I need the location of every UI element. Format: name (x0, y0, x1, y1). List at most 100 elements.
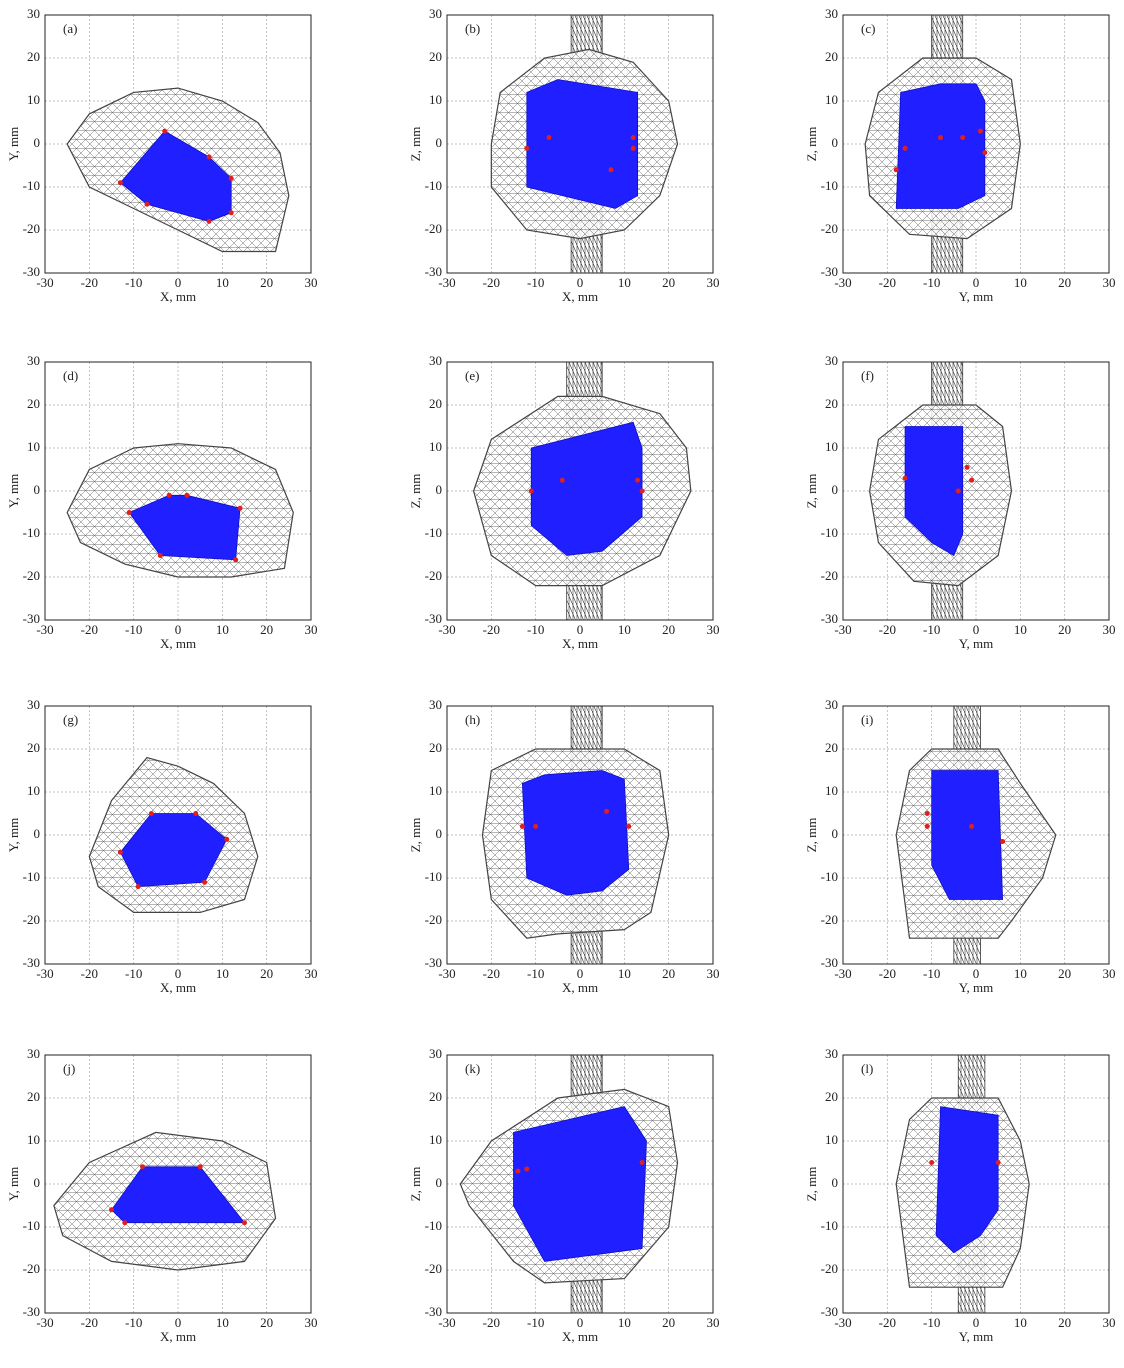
y-tick-label: 20 (429, 49, 442, 64)
point (631, 135, 636, 140)
x-tick-label: 30 (707, 622, 720, 637)
x-tick-label: -20 (81, 622, 98, 637)
x-tick-label: -20 (81, 966, 98, 981)
x-axis-label: Y, mm (959, 980, 993, 995)
y-tick-label: 30 (429, 1046, 442, 1061)
panel-label: (l) (861, 1061, 873, 1076)
y-tick-label: 20 (27, 396, 40, 411)
x-tick-label: 30 (305, 966, 318, 981)
y-tick-label: -10 (23, 869, 40, 884)
point (202, 880, 207, 885)
y-tick-label: 10 (27, 783, 40, 798)
y-tick-label: -30 (23, 611, 40, 626)
y-tick-label: -10 (425, 525, 442, 540)
point (925, 811, 930, 816)
cross-section (527, 80, 638, 209)
x-tick-label: 20 (662, 275, 675, 290)
point (956, 489, 961, 494)
x-tick-label: -10 (125, 966, 142, 981)
y-tick-label: 30 (429, 697, 442, 712)
x-tick-label: 10 (216, 966, 229, 981)
x-tick-label: -20 (879, 966, 896, 981)
y-tick-label: 20 (825, 396, 838, 411)
y-tick-label: -30 (821, 264, 838, 279)
x-tick-label: 10 (1014, 966, 1027, 981)
panel-label: (c) (861, 21, 875, 36)
y-tick-label: 0 (34, 482, 41, 497)
point (903, 476, 908, 481)
y-tick-label: 0 (436, 135, 443, 150)
y-tick-label: 30 (27, 697, 40, 712)
x-tick-label: -10 (125, 622, 142, 637)
point (609, 167, 614, 172)
x-tick-label: -20 (81, 275, 98, 290)
point (996, 1160, 1001, 1165)
point (903, 146, 908, 151)
y-tick-label: 10 (825, 783, 838, 798)
point (1000, 839, 1005, 844)
y-tick-label: -20 (821, 568, 838, 583)
x-axis-label: X, mm (160, 1329, 196, 1344)
point (925, 824, 930, 829)
x-tick-label: 30 (305, 622, 318, 637)
point (122, 1220, 127, 1225)
x-tick-label: 0 (973, 622, 980, 637)
y-axis-label: Y, mm (6, 127, 21, 161)
x-tick-label: 0 (175, 622, 182, 637)
x-tick-label: 20 (1058, 275, 1071, 290)
point (894, 167, 899, 172)
y-tick-label: -20 (821, 1261, 838, 1276)
y-tick-label: -30 (425, 955, 442, 970)
point (969, 824, 974, 829)
y-tick-label: 30 (27, 353, 40, 368)
y-tick-label: 0 (436, 1175, 443, 1190)
y-tick-label: 0 (34, 826, 41, 841)
point (136, 884, 141, 889)
y-tick-label: -20 (821, 221, 838, 236)
x-tick-label: -20 (879, 622, 896, 637)
x-tick-label: 20 (260, 275, 273, 290)
y-tick-label: -30 (425, 264, 442, 279)
y-tick-label: 30 (27, 1046, 40, 1061)
x-tick-label: 30 (305, 275, 318, 290)
point (515, 1169, 520, 1174)
x-tick-label: -10 (923, 275, 940, 290)
x-tick-label: 10 (1014, 1315, 1027, 1330)
y-tick-label: -10 (23, 1218, 40, 1233)
x-tick-label: 0 (577, 1315, 584, 1330)
point (109, 1207, 114, 1212)
y-tick-label: 20 (429, 396, 442, 411)
point (162, 129, 167, 134)
x-tick-label: 10 (1014, 622, 1027, 637)
y-tick-label: 10 (27, 439, 40, 454)
y-tick-label: -30 (23, 264, 40, 279)
y-axis-label: Z, mm (804, 818, 819, 853)
y-tick-label: 0 (34, 135, 41, 150)
y-axis-label: Z, mm (804, 474, 819, 509)
y-tick-label: -20 (425, 1261, 442, 1276)
y-axis-label: Z, mm (804, 127, 819, 162)
x-tick-label: 20 (260, 1315, 273, 1330)
point (929, 1160, 934, 1165)
x-tick-label: 10 (618, 622, 631, 637)
x-tick-label: -20 (483, 275, 500, 290)
point (938, 135, 943, 140)
x-tick-label: 30 (707, 275, 720, 290)
y-axis-label: Z, mm (408, 818, 423, 853)
panel-label: (i) (861, 712, 873, 727)
point (529, 489, 534, 494)
point (640, 1160, 645, 1165)
point (207, 154, 212, 159)
x-tick-label: 20 (662, 966, 675, 981)
x-axis-label: X, mm (160, 289, 196, 304)
x-tick-label: 0 (973, 275, 980, 290)
cross-section (932, 771, 1003, 900)
point (229, 176, 234, 181)
x-tick-label: -20 (81, 1315, 98, 1330)
x-tick-label: 30 (1103, 966, 1116, 981)
y-tick-label: -20 (425, 912, 442, 927)
point (546, 135, 551, 140)
point (631, 146, 636, 151)
y-tick-label: -10 (23, 525, 40, 540)
y-tick-label: -30 (425, 611, 442, 626)
